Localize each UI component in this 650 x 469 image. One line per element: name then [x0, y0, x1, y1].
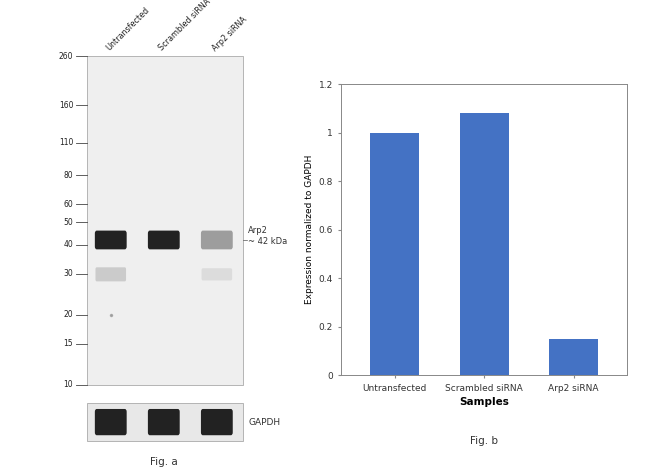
Text: 60: 60	[64, 199, 73, 209]
Text: 50: 50	[64, 218, 73, 227]
Text: Arp2
~ 42 kDa: Arp2 ~ 42 kDa	[248, 226, 287, 246]
FancyBboxPatch shape	[95, 409, 127, 435]
Text: 15: 15	[64, 339, 73, 348]
Bar	[87, 403, 243, 441]
Text: 260: 260	[58, 52, 73, 61]
Text: 110: 110	[59, 138, 73, 147]
Text: GAPDH: GAPDH	[248, 417, 280, 427]
FancyBboxPatch shape	[201, 409, 233, 435]
Bar	[549, 339, 598, 375]
Text: Arp2 siRNA: Arp2 siRNA	[211, 15, 248, 53]
Text: 40: 40	[64, 241, 73, 250]
FancyBboxPatch shape	[148, 409, 179, 435]
Text: Untransfected: Untransfected	[105, 6, 151, 53]
Text: 30: 30	[64, 269, 73, 279]
Text: 80: 80	[64, 171, 73, 180]
Text: 20: 20	[64, 310, 73, 319]
X-axis label: Samples: Samples	[460, 397, 509, 407]
Bar	[460, 113, 509, 375]
Bar	[370, 133, 419, 375]
FancyBboxPatch shape	[202, 268, 232, 280]
Text: Fig. a: Fig. a	[150, 457, 177, 467]
FancyBboxPatch shape	[201, 231, 233, 250]
FancyBboxPatch shape	[96, 267, 126, 281]
Text: 10: 10	[64, 380, 73, 389]
Text: 160: 160	[58, 101, 73, 110]
Text: Scrambled siRNA: Scrambled siRNA	[157, 0, 213, 53]
Text: Fig. b: Fig. b	[470, 436, 499, 446]
FancyBboxPatch shape	[95, 231, 127, 250]
FancyBboxPatch shape	[148, 231, 179, 250]
Bar	[87, 56, 243, 385]
Y-axis label: Expression normalized to GAPDH: Expression normalized to GAPDH	[306, 155, 315, 304]
